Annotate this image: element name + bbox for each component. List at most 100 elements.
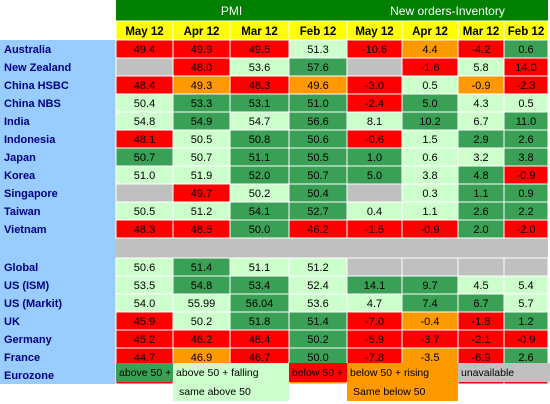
cell-value: 6.7 — [473, 298, 488, 310]
row-label: Vietnam — [4, 224, 47, 236]
cell-value: 14.0 — [515, 62, 536, 74]
legend-swatch — [173, 382, 289, 401]
cell-value: 0.3 — [422, 188, 437, 200]
heatmap-cell — [346, 183, 403, 203]
cell-value: -2.4 — [365, 98, 384, 110]
row-label: US (ISM) — [4, 280, 50, 292]
cell-value: 5.4 — [518, 280, 533, 292]
cell-value: 3.2 — [473, 152, 488, 164]
column-header: Apr 12 — [412, 26, 448, 38]
cell-value: 2.2 — [518, 206, 533, 218]
row-label: New Zealand — [4, 62, 71, 74]
cell-value: 48.1 — [134, 134, 155, 146]
cell-value: -0.9 — [472, 80, 491, 92]
row-label: Japan — [4, 152, 36, 164]
cell-value: 2.6 — [518, 352, 533, 364]
cell-value: 50.7 — [191, 152, 212, 164]
cell-value: 45.9 — [134, 316, 155, 328]
row-label: Indonesia — [4, 134, 56, 146]
cell-value: -1.5 — [365, 224, 384, 236]
legend-label: unavailable — [461, 367, 514, 379]
cell-value: 54.8 — [191, 280, 212, 292]
cell-value: 53.6 — [307, 298, 328, 310]
column-header: Feb 12 — [508, 26, 544, 38]
cell-value: -5.9 — [365, 334, 384, 346]
heatmap-cell — [346, 257, 403, 277]
cell-value: -4.2 — [472, 44, 491, 56]
group-header: PMI — [221, 4, 242, 18]
legend-label: above 50 + falling — [176, 367, 259, 379]
group-header: New orders-Inventory — [390, 4, 505, 18]
cell-value: 50.2 — [307, 334, 328, 346]
cell-value: 1.0 — [367, 152, 382, 164]
cell-value: 51.0 — [134, 170, 155, 182]
heatmap-cell — [457, 257, 505, 277]
cell-value: 54.0 — [134, 298, 155, 310]
cell-value: 48.4 — [249, 334, 270, 346]
cell-value: 46.2 — [191, 334, 212, 346]
cell-value: -7.8 — [365, 352, 384, 364]
cell-value: 0.4 — [367, 206, 382, 218]
row-label: Taiwan — [4, 206, 41, 218]
row-label: US (Markit) — [4, 298, 62, 310]
cell-value: 50.0 — [307, 352, 328, 364]
cell-value: 50.4 — [307, 188, 328, 200]
cell-value: -2.3 — [517, 80, 536, 92]
legend-sublabel: Same below 50 — [353, 386, 426, 398]
cell-value: 49.7 — [191, 188, 212, 200]
cell-value: 50.6 — [307, 134, 328, 146]
cell-value: 54.8 — [134, 116, 155, 128]
column-header: Mar 12 — [463, 26, 499, 38]
cell-value: -10.6 — [362, 44, 387, 56]
cell-value: 50.0 — [249, 224, 270, 236]
cell-value: 51.2 — [307, 262, 328, 274]
cell-value: 48.3 — [134, 224, 155, 236]
column-header: Apr 12 — [184, 26, 220, 38]
cell-value: 2.6 — [518, 134, 533, 146]
cell-value: 46.9 — [191, 352, 212, 364]
cell-value: 51.4 — [191, 262, 212, 274]
cell-value: 51.9 — [191, 170, 212, 182]
cell-value: 50.5 — [134, 206, 155, 218]
cell-value: -6.9 — [472, 352, 491, 364]
cell-value: 51.1 — [249, 152, 270, 164]
cell-value: -0.9 — [421, 224, 440, 236]
row-label: Singapore — [4, 188, 58, 200]
cell-value: 54.9 — [191, 116, 212, 128]
row-label: China HSBC — [4, 80, 69, 92]
cell-value: 46.7 — [249, 352, 270, 364]
cell-value: 53.1 — [249, 98, 270, 110]
cell-value: -0.9 — [517, 170, 536, 182]
legend-swatch — [347, 382, 458, 401]
cell-value: 49.9 — [191, 44, 212, 56]
cell-value: 51.8 — [249, 316, 270, 328]
cell-value: 44.7 — [134, 352, 155, 364]
legend-swatch — [116, 363, 173, 382]
cell-value: 54.7 — [249, 116, 270, 128]
cell-value: 50.7 — [307, 170, 328, 182]
cell-value: 52.7 — [307, 206, 328, 218]
cell-value: 51.1 — [249, 262, 270, 274]
group-header-bg — [116, 0, 347, 21]
cell-value: 51.2 — [191, 206, 212, 218]
cell-value: -2.1 — [472, 334, 491, 346]
cell-value: 4.7 — [367, 298, 382, 310]
cell-value: 53.4 — [249, 280, 270, 292]
cell-value: 50.7 — [134, 152, 155, 164]
cell-value: 51.0 — [307, 98, 328, 110]
row-label: Korea — [4, 170, 36, 182]
cell-value: 9.7 — [422, 280, 437, 292]
cell-value: 5.8 — [473, 62, 488, 74]
cell-value: 53.3 — [191, 98, 212, 110]
cell-value: 10.2 — [419, 116, 440, 128]
cell-value: 49.4 — [134, 44, 155, 56]
cell-value: -7.0 — [365, 316, 384, 328]
cell-value: 4.4 — [422, 44, 437, 56]
cell-value: 53.6 — [249, 62, 270, 74]
legend-swatch — [458, 363, 550, 382]
cell-value: 14.1 — [364, 280, 385, 292]
column-header: May 12 — [355, 26, 393, 38]
cell-value: 5.7 — [518, 298, 533, 310]
cell-value: 0.6 — [518, 44, 533, 56]
cell-value: 4.5 — [473, 280, 488, 292]
